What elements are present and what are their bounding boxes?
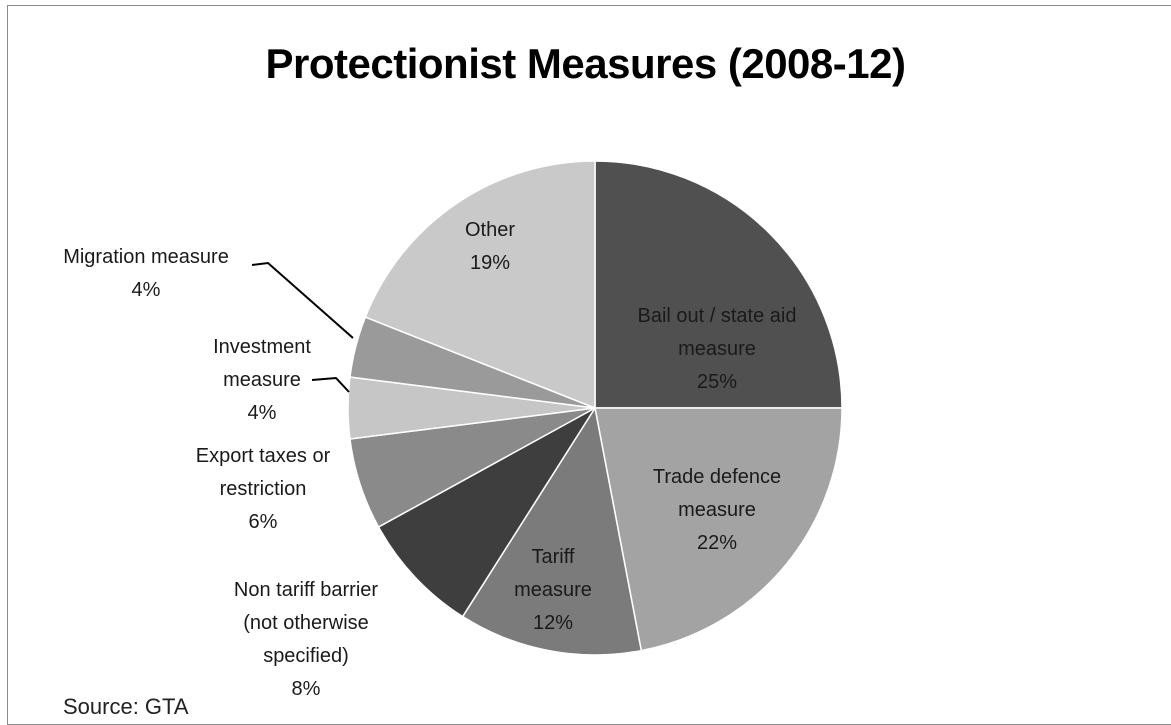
slice-label-other: Other 19% <box>465 219 515 274</box>
pie-slice-other <box>364 160 596 410</box>
slice-label-non-tariff-barrier-not-otherwise-specified: Non tariff barrier (not otherwise specifie… <box>234 579 378 700</box>
pie-slice-trade-defence-measure <box>594 407 843 652</box>
leader-line-investment-measure <box>311 376 350 393</box>
chart-title: Protectionist Measures (2008-12) <box>265 40 906 87</box>
leader-line-migration-measure <box>251 261 354 339</box>
source-note: Source: GTA <box>63 694 189 719</box>
slice-label-export-taxes-or-restriction: Export taxes or restriction 6% <box>196 445 331 533</box>
slice-label-investment-measure: Investment measure 4% <box>213 336 311 424</box>
slice-label-trade-defence-measure: Trade defence measure 22% <box>653 466 781 554</box>
slice-label-tariff-measure: Tariff measure 12% <box>514 546 592 634</box>
pie-slice-non-tariff-barrier-not-otherwise-specified <box>377 407 596 618</box>
pie-slice-tariff-measure <box>461 405 643 656</box>
slice-label-bail-out-state-aid-measure: Bail out / state aid measure 25% <box>638 305 797 393</box>
slice-label-migration-measure: Migration measure 4% <box>63 246 229 301</box>
pie-slice-bail-out-state-aid-measure <box>594 160 843 409</box>
